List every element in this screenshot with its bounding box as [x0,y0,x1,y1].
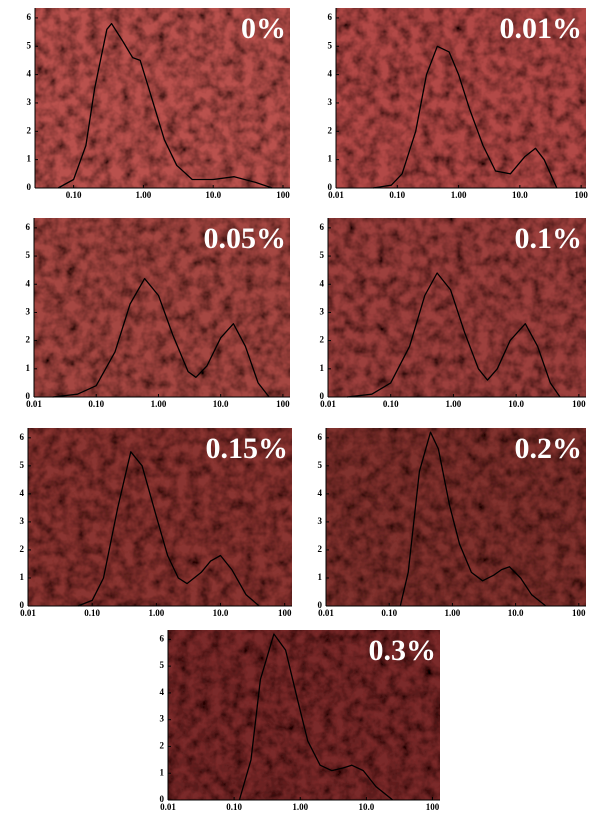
x-tick-label: 1.00 [148,608,164,618]
panel-title: 0% [241,12,286,45]
x-tick-label: 0.01 [328,190,344,200]
y-tick-label: 1 [328,154,333,164]
x-tick-label: 100 [276,190,290,200]
x-tick-label: 1.00 [292,802,308,812]
y-tick-label: 5 [160,660,165,670]
x-tick-label: 10.0 [205,190,221,200]
y-tick-label: 5 [20,460,25,470]
x-tick-label: 100 [426,802,440,812]
y-tick-label: 6 [20,432,25,442]
y-tick-label: 6 [320,222,325,232]
x-tick-label: 100 [572,608,586,618]
y-tick-label: 1 [20,572,25,582]
x-tick-label: 0.10 [88,399,104,409]
x-tick-label: 1.00 [136,190,152,200]
y-tick-label: 5 [318,460,323,470]
y-tick-label: 1 [320,363,325,373]
y-tick-label: 2 [26,335,31,345]
x-tick-label: 0.01 [318,608,334,618]
y-tick-label: 2 [318,544,323,554]
y-tick-label: 4 [27,69,32,79]
x-tick-label: 0.10 [381,608,397,618]
y-tick-label: 6 [318,432,323,442]
x-tick-label: 100 [278,608,292,618]
y-tick-label: 3 [20,516,25,526]
panel-title: 0.2% [515,432,583,465]
x-tick-label: 0.01 [160,802,176,812]
y-tick-label: 3 [320,306,325,316]
y-tick-label: 3 [26,306,31,316]
y-tick-label: 6 [328,12,333,22]
x-tick-label: 0.01 [26,399,42,409]
x-tick-label: 1.00 [151,399,167,409]
x-tick-label: 1.00 [446,399,462,409]
y-tick-label: 2 [328,125,333,135]
y-tick-label: 1 [318,572,323,582]
panel: 0 1 2 3 4 5 6 0.10 1.00 10.0 100 0% [27,8,291,200]
y-tick-label: 3 [160,714,165,724]
y-tick-label: 4 [320,278,325,288]
x-tick-label: 100 [574,190,588,200]
x-tick-label: 0.10 [389,190,405,200]
y-tick-label: 3 [328,97,333,107]
x-tick-label: 100 [572,399,586,409]
x-tick-label: 10.0 [512,190,528,200]
x-tick-label: 100 [276,399,290,409]
y-tick-label: 2 [27,125,32,135]
y-tick-label: 6 [26,222,31,232]
y-tick-label: 2 [320,335,325,345]
y-tick-label: 4 [328,69,333,79]
y-tick-label: 6 [160,633,165,643]
x-tick-label: 10.0 [508,608,524,618]
y-tick-label: 4 [318,488,323,498]
y-tick-label: 1 [27,154,32,164]
panel-title: 0.15% [206,432,289,465]
y-tick-label: 0 [27,182,32,192]
y-tick-label: 1 [26,363,31,373]
y-tick-label: 6 [27,12,32,22]
x-tick-label: 10.0 [213,608,229,618]
y-tick-label: 2 [20,544,25,554]
panel-title: 0.05% [204,222,287,255]
y-tick-label: 4 [26,278,31,288]
y-tick-label: 1 [160,767,165,777]
x-tick-label: 0.01 [20,608,36,618]
x-tick-label: 10.0 [213,399,229,409]
y-tick-label: 5 [320,250,325,260]
y-tick-label: 4 [20,488,25,498]
x-tick-label: 0.10 [66,190,82,200]
x-tick-label: 0.10 [226,802,242,812]
x-tick-label: 10.0 [508,399,524,409]
page: 0 1 2 3 4 5 6 0.10 1.00 10.0 100 0%0 1 2 3 4 5 6 0.01 0.10 1… [0,0,589,830]
y-tick-label: 5 [27,40,32,50]
panel-title: 0.3% [369,634,437,667]
y-tick-label: 3 [318,516,323,526]
y-tick-label: 4 [160,687,165,697]
x-tick-label: 0.10 [84,608,100,618]
y-tick-label: 5 [26,250,31,260]
x-tick-label: 1.00 [445,608,461,618]
x-tick-label: 0.10 [383,399,399,409]
y-tick-label: 2 [160,741,165,751]
y-tick-label: 3 [27,97,32,107]
x-tick-label: 10.0 [358,802,374,812]
panel-title: 0.1% [515,222,583,255]
x-tick-label: 1.00 [451,190,467,200]
panel-title: 0.01% [500,12,583,45]
x-tick-label: 0.01 [320,399,336,409]
figure: 0 1 2 3 4 5 6 0.10 1.00 10.0 100 0%0 1 2 3 4 5 6 0.01 0.10 1… [0,0,589,830]
y-tick-label: 5 [328,40,333,50]
